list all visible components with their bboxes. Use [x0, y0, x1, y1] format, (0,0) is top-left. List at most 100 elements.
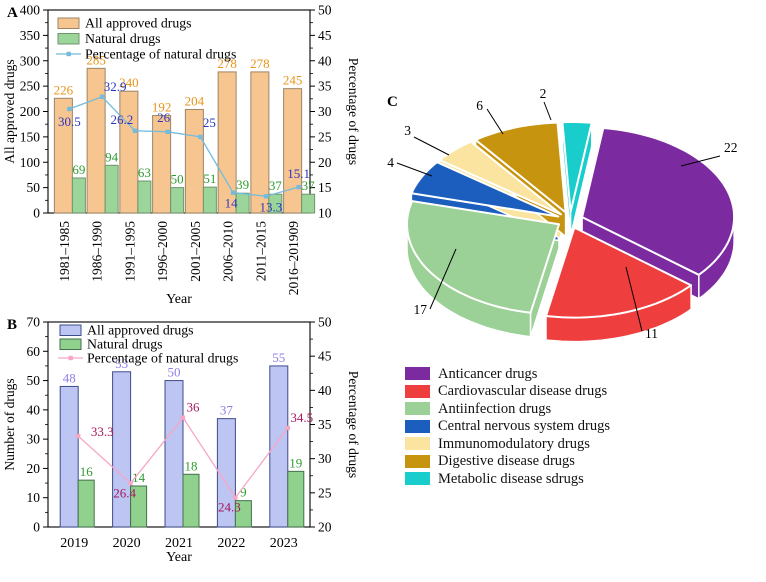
y-axis-tick-label: 50 — [27, 180, 41, 195]
pie-leader-line — [625, 266, 643, 332]
pie-value-label: 2 — [540, 86, 547, 101]
legend-label: All approved drugs — [87, 323, 194, 338]
legend-label: Metabolic disease sdrugs — [438, 470, 584, 487]
y-axis-tick-label: 60 — [27, 344, 41, 359]
bar-value-label: 63 — [138, 165, 151, 180]
legend-swatch — [405, 437, 430, 451]
y2-axis-tick-label: 20 — [318, 520, 332, 535]
x-axis-tick-label: 2020 — [113, 536, 141, 551]
pie-slice-immunomodulatory-drugs — [438, 140, 562, 216]
pie-slice-antiinfection-drugs — [406, 200, 560, 314]
y-axis-tick-label: 0 — [33, 520, 40, 535]
x-axis-title: Year — [166, 550, 192, 565]
legend-swatch — [59, 338, 82, 350]
legend-swatch — [59, 324, 82, 336]
pie-value-label: 22 — [724, 140, 738, 155]
bar-value-label: 94 — [105, 149, 119, 164]
y-axis-title: Number of drugs — [2, 378, 17, 470]
bar-all-approved-drugs — [250, 71, 270, 214]
bar-value-label: 16 — [80, 464, 94, 479]
bar-all-approved-drugs — [152, 115, 172, 214]
bar-value-label: 14 — [132, 470, 146, 485]
pie-leader-line — [413, 136, 450, 156]
bar-natural-drugs — [77, 479, 95, 528]
pie-value-label: 17 — [414, 302, 428, 317]
pie-legend-item: Cardiovascular disease drugs — [405, 383, 610, 401]
pie-leader-line — [429, 248, 457, 310]
line-value-label: 26 — [157, 110, 171, 125]
line-marker — [263, 194, 269, 199]
line-value-label: 30.5 — [58, 114, 81, 129]
y-axis-title: All approved drugs — [2, 59, 17, 163]
pie-chart-svg: 22 11 17 4 3 6 2 C — [387, 86, 738, 343]
y2-axis-tick-label: 20 — [318, 155, 332, 170]
y2-axis-tick-label: 35 — [318, 417, 332, 432]
bar-natural-drugs — [170, 187, 185, 214]
legend-label: Anticancer drugs — [438, 365, 538, 382]
x-axis-tick-label: 2011–2015 — [253, 221, 268, 281]
bar-natural-drugs — [104, 164, 119, 214]
bar-all-approved-drugs — [269, 365, 289, 528]
bar-value-label: 278 — [250, 56, 270, 71]
pie-legend-item: Antiinfection drugs — [405, 400, 610, 418]
pie-slice-metabolic-disease-sdrugs — [561, 121, 593, 213]
line-marker — [296, 184, 301, 190]
bar-natural-drugs — [202, 186, 217, 214]
legend-label: Percentage of natural drugs — [87, 351, 238, 366]
bar-value-label: 55 — [272, 350, 285, 365]
bar-value-label: 39 — [236, 177, 249, 192]
y2-axis-tick-label: 45 — [318, 28, 332, 43]
line-marker — [67, 106, 72, 112]
y-axis-tick-label: 200 — [20, 104, 41, 119]
bar-value-label: 51 — [203, 171, 216, 186]
legend-label: All approved drugs — [85, 16, 192, 31]
y2-axis-tick-label: 15 — [318, 180, 332, 195]
legend-swatch — [405, 384, 430, 398]
legend-label: Natural drugs — [85, 31, 160, 46]
legend-label: Natural drugs — [87, 337, 162, 352]
y2-axis-tick-label: 30 — [318, 451, 332, 466]
x-axis-tick-label: 1996–2000 — [155, 221, 170, 282]
panel-c-pie-chart: 22 11 17 4 3 6 2 C Anticancer drugs Cardiovascul… — [383, 0, 766, 582]
x-axis-title: Year — [166, 292, 192, 307]
y-axis-tick-label: 70 — [27, 315, 41, 330]
y2-axis-tick-label: 50 — [318, 3, 332, 18]
bar-value-label: 9 — [240, 485, 247, 500]
bar-natural-drugs — [235, 192, 250, 214]
bar-all-approved-drugs — [112, 371, 132, 528]
line-marker — [76, 433, 81, 439]
legend-label: Central nervous system drugs — [438, 418, 610, 434]
pie-legend-item: Digestive disease drugs — [405, 453, 610, 471]
y2-axis-tick-label: 30 — [318, 104, 332, 119]
x-axis-tick-label: 2023 — [270, 536, 298, 551]
bar-natural-drugs — [130, 485, 148, 528]
line-marker — [165, 129, 170, 134]
y2-axis-tick-label: 35 — [318, 79, 332, 94]
panel-letter: B — [7, 317, 17, 333]
bar-all-approved-drugs — [119, 90, 139, 214]
line-marker — [285, 425, 290, 431]
bar-value-label: 69 — [72, 162, 85, 177]
y2-axis-tick-label: 25 — [318, 129, 332, 144]
bar-natural-drugs — [287, 470, 305, 528]
legend-swatch — [405, 419, 430, 433]
bar-value-label: 226 — [54, 82, 74, 97]
panel-b-bar-line-chart: 0 10 20 30 40 50 60 70 20 25 30 35 40 45 50 48 53 50 37 55 1… — [0, 312, 383, 582]
legend-swatch — [57, 33, 80, 45]
pie-legend-item: Anticancer drugs — [405, 365, 610, 383]
y-axis-tick-label: 40 — [27, 402, 41, 417]
pie-legend: Anticancer drugs Cardiovascular disease d… — [405, 365, 610, 488]
bar-all-approved-drugs — [86, 67, 106, 214]
y-axis-tick-label: 20 — [27, 461, 41, 476]
y-axis-tick-label: 350 — [20, 28, 41, 43]
y-axis-tick-label: 0 — [33, 206, 40, 221]
line-value-label: 13.3 — [260, 199, 283, 214]
bar-value-label: 37 — [302, 178, 316, 193]
pie-slice-digestive-disease-drugs — [474, 121, 567, 214]
line-value-label: 36 — [187, 400, 201, 415]
bar-all-approved-drugs — [59, 385, 79, 528]
pie-value-label: 11 — [645, 326, 658, 341]
chart-b-svg: 0 10 20 30 40 50 60 70 20 25 30 35 40 45 50 48 53 50 37 55 1… — [2, 315, 361, 566]
pie-legend-item: Immunomodulatory drugs — [405, 435, 610, 453]
